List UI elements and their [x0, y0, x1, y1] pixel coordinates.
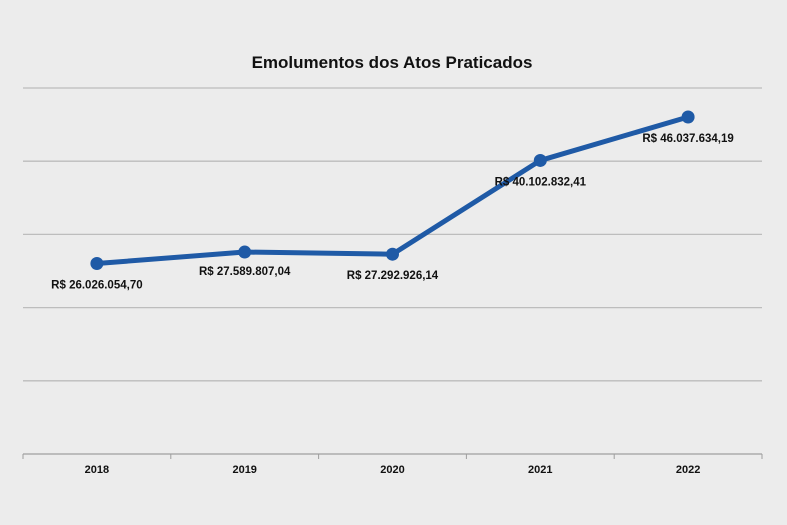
- data-label: R$ 27.292.926,14: [347, 270, 439, 282]
- x-tick-label: 2019: [232, 464, 256, 476]
- series-line: [94, 114, 691, 266]
- data-point: [386, 247, 399, 261]
- gridlines: [23, 87, 762, 382]
- data-point: [90, 256, 104, 270]
- data-label: R$ 26.026.054,70: [51, 279, 142, 291]
- data-point: [238, 245, 252, 259]
- x-axis: 2018 2019 2020 2021 2022: [22, 453, 763, 476]
- data-label: R$ 46.037.634,19: [642, 133, 733, 145]
- data-label: R$ 27.589.807,04: [199, 266, 291, 278]
- x-tick-label: 2020: [380, 464, 404, 476]
- chart-title: Emolumentos dos Atos Praticados: [252, 53, 533, 72]
- data-label: R$ 40.102.832,41: [495, 176, 587, 188]
- x-tick-label: 2018: [85, 464, 109, 476]
- x-tick-label: 2022: [676, 464, 700, 476]
- data-labels: R$ 26.026.054,70 R$ 27.589.807,04 R$ 27.29…: [51, 133, 734, 291]
- series-emolumentos: [90, 110, 695, 270]
- data-point: [681, 110, 695, 124]
- data-point: [533, 153, 547, 167]
- x-tick-label: 2021: [528, 464, 552, 476]
